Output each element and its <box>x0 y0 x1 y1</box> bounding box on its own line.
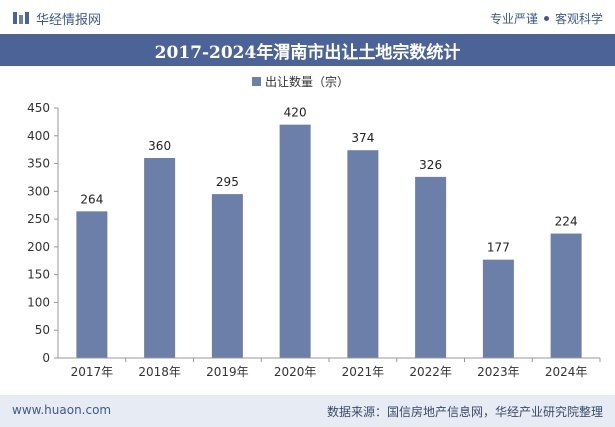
chart-area: 出让数量（宗） 0 50 100 150 200 250 300 350 400 450 264 3… <box>0 66 615 394</box>
data-label: 326 <box>419 158 442 172</box>
data-label: 177 <box>487 241 510 255</box>
y-tick-label: 0 <box>42 351 50 365</box>
legend: 出让数量（宗） <box>252 74 349 89</box>
data-label: 264 <box>80 192 103 206</box>
y-axis: 0 50 100 150 200 250 300 350 400 450 <box>27 101 59 365</box>
y-tick-label: 400 <box>27 129 50 143</box>
x-tick-label: 2020年 <box>274 365 317 379</box>
x-tick-label: 2018年 <box>138 365 181 379</box>
bar[interactable] <box>211 194 243 358</box>
chart-title: 2017-2024年渭南市出让土地宗数统计 <box>0 34 615 66</box>
y-tick-label: 200 <box>27 240 50 254</box>
y-tick-label: 150 <box>27 268 50 282</box>
bar[interactable] <box>550 233 582 358</box>
bar[interactable] <box>279 124 311 358</box>
bar[interactable] <box>347 150 379 358</box>
footer-site-link[interactable]: www.huaon.com <box>12 403 112 417</box>
data-label: 224 <box>555 215 578 229</box>
y-tick-label: 100 <box>27 295 50 309</box>
data-label: 420 <box>284 106 307 120</box>
top-bar: 华经情报网 专业严谨 客观科学 <box>0 0 615 34</box>
x-tick-label: 2022年 <box>409 365 452 379</box>
bar[interactable] <box>482 259 514 358</box>
bar[interactable] <box>144 158 176 358</box>
brand-name: 华经情报网 <box>36 12 102 28</box>
x-tick-label: 2019年 <box>206 365 249 379</box>
x-tick-label: 2017年 <box>71 365 114 379</box>
slogan-right: 客观科学 <box>554 11 603 26</box>
legend-swatch <box>252 77 261 86</box>
y-tick-label: 450 <box>27 101 50 115</box>
bars: 264 360 295 420 374 326 177 224 <box>76 106 582 358</box>
y-tick-label: 50 <box>35 323 50 337</box>
x-tick-label: 2024年 <box>545 365 588 379</box>
brand[interactable]: 华经情报网 <box>12 9 102 28</box>
slogan-left: 专业严谨 <box>489 11 538 26</box>
x-tick-label: 2023年 <box>477 365 520 379</box>
footer-source: 数据来源：国信房地产信息网，华经产业研究院整理 <box>326 405 603 419</box>
footer: www.huaon.com 数据来源：国信房地产信息网，华经产业研究院整理 <box>0 395 615 427</box>
x-axis: 2017年 2018年 2019年 2020年 2021年 2022年 2023年 2024年 <box>58 357 601 379</box>
bar[interactable] <box>415 176 447 358</box>
y-tick-label: 300 <box>27 184 50 198</box>
data-label: 295 <box>216 175 239 189</box>
brand-logo-icon <box>13 12 29 24</box>
legend-label: 出让数量（宗） <box>265 74 349 89</box>
dot-separator-icon <box>543 15 549 21</box>
bar-chart: 出让数量（宗） 0 50 100 150 200 250 300 350 400 450 264 3… <box>27 74 601 379</box>
data-label: 374 <box>351 131 374 145</box>
data-label: 360 <box>148 139 171 153</box>
x-tick-label: 2021年 <box>342 365 385 379</box>
y-tick-label: 350 <box>27 157 50 171</box>
bar[interactable] <box>76 211 108 358</box>
slogan: 专业严谨 客观科学 <box>490 9 603 27</box>
y-tick-label: 250 <box>27 212 50 226</box>
